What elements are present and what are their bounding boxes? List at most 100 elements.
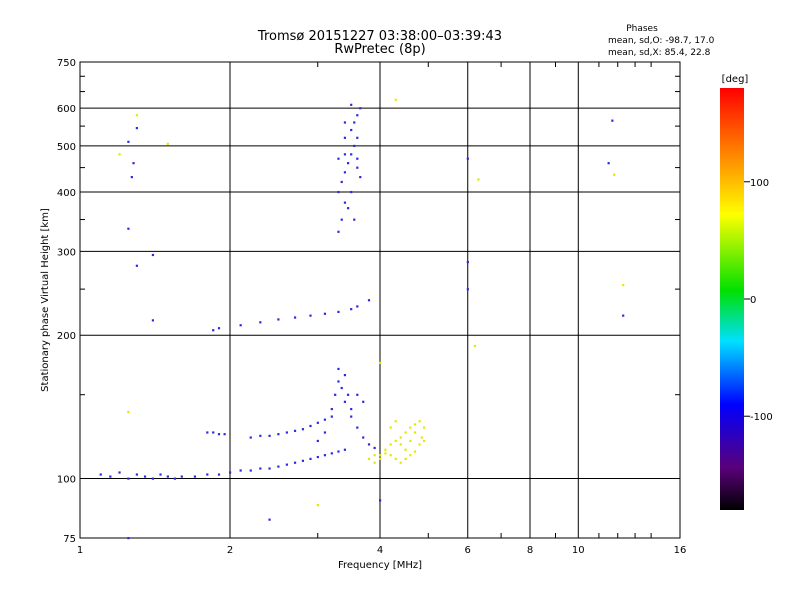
data-point-x <box>399 443 402 446</box>
data-point-o <box>337 157 340 160</box>
data-point-o <box>353 144 356 148</box>
data-point-o <box>337 380 340 383</box>
data-point-o <box>337 190 340 194</box>
data-point-o <box>109 475 112 478</box>
data-point-x <box>379 457 382 461</box>
data-point-o <box>135 473 138 476</box>
plot-frame <box>79 61 681 539</box>
data-point-o <box>132 162 135 165</box>
data-point-o <box>350 415 353 418</box>
data-point-o <box>356 393 359 396</box>
stats-heading: Phases <box>626 24 658 34</box>
data-point-o <box>316 439 319 443</box>
data-point-o <box>340 218 343 221</box>
data-point-o <box>249 436 252 439</box>
data-point-o <box>379 499 382 502</box>
data-point-o <box>127 537 130 540</box>
data-point-o <box>127 140 130 143</box>
data-point-x <box>379 361 382 365</box>
data-point-o <box>212 431 215 434</box>
y-tick-label: 300 <box>57 247 76 258</box>
data-point-o <box>323 418 327 421</box>
data-point-o <box>350 153 353 156</box>
data-point-o <box>356 157 359 160</box>
data-point-o <box>212 329 215 332</box>
data-point-o <box>259 467 262 470</box>
data-point-o <box>466 288 469 291</box>
data-point-x <box>389 454 392 457</box>
data-point-x <box>418 443 421 446</box>
data-point-o <box>193 475 197 478</box>
colorbar-ticks: 100 0 -100 <box>744 178 773 423</box>
data-point-x <box>384 452 387 455</box>
y-axis-label: Stationary phase Virtual Height [km] <box>40 208 51 392</box>
data-point-o <box>99 473 102 476</box>
data-point-o <box>343 121 347 124</box>
x-tick-label: 1 <box>77 545 83 556</box>
data-point-o <box>353 218 356 221</box>
data-point-x <box>420 436 423 439</box>
data-point-o <box>350 308 353 311</box>
colorbar-tick-label: 100 <box>750 178 769 189</box>
data-point-x <box>409 439 412 443</box>
x-axis-label: Frequency [MHz] <box>338 560 422 571</box>
data-point-x <box>394 98 397 101</box>
stats-x-line: mean, sd,X: 85.4, 22.8 <box>608 48 711 58</box>
data-point-o <box>343 136 347 139</box>
data-point-x <box>166 142 169 145</box>
data-points <box>99 98 625 540</box>
colorbar-label: [deg] <box>722 74 749 85</box>
data-point-o <box>268 467 271 470</box>
data-point-o <box>466 157 469 160</box>
data-point-o <box>239 469 242 472</box>
data-point-o <box>330 415 333 418</box>
data-point-x <box>409 454 412 457</box>
data-point-o <box>337 450 340 453</box>
data-point-o <box>340 386 343 390</box>
data-point-o <box>309 457 312 461</box>
data-point-o <box>337 230 340 233</box>
data-point-o <box>323 431 327 434</box>
chart-subtitle: RwPretec (8p) <box>334 42 425 57</box>
data-point-o <box>337 367 340 371</box>
data-point-o <box>309 424 312 428</box>
data-point-x <box>418 420 421 423</box>
data-point-o <box>277 465 280 468</box>
data-point-x <box>622 284 625 287</box>
data-point-o <box>356 136 359 139</box>
data-point-x <box>422 439 426 443</box>
y-tick-label: 75 <box>63 534 76 545</box>
data-point-o <box>206 473 209 476</box>
data-point-o <box>151 253 155 257</box>
data-point-x <box>422 426 426 429</box>
data-point-o <box>337 310 340 314</box>
data-point-o <box>323 454 327 457</box>
data-point-o <box>293 316 297 319</box>
data-point-x <box>394 420 397 423</box>
data-point-o <box>330 407 333 411</box>
data-point-o <box>367 443 371 446</box>
data-point-o <box>340 180 343 184</box>
data-point-o <box>239 324 242 327</box>
data-point-o <box>353 121 356 124</box>
data-point-o <box>259 434 262 437</box>
data-point-x <box>135 114 138 117</box>
data-point-o <box>350 128 353 132</box>
data-point-o <box>293 429 297 432</box>
data-point-o <box>206 431 209 434</box>
y-tick-label: 100 <box>57 475 76 486</box>
x-tick-label: 4 <box>377 545 383 556</box>
data-point-o <box>350 407 353 411</box>
data-point-o <box>180 475 183 478</box>
data-point-o <box>259 321 262 324</box>
data-point-o <box>127 477 130 480</box>
data-point-x <box>379 454 382 457</box>
data-point-o <box>151 477 155 480</box>
data-point-o <box>367 299 371 302</box>
data-point-o <box>343 153 347 156</box>
data-point-o <box>350 103 353 106</box>
data-point-x <box>399 436 402 439</box>
data-point-x <box>127 410 130 414</box>
data-point-x <box>413 450 417 453</box>
data-point-o <box>356 166 359 169</box>
